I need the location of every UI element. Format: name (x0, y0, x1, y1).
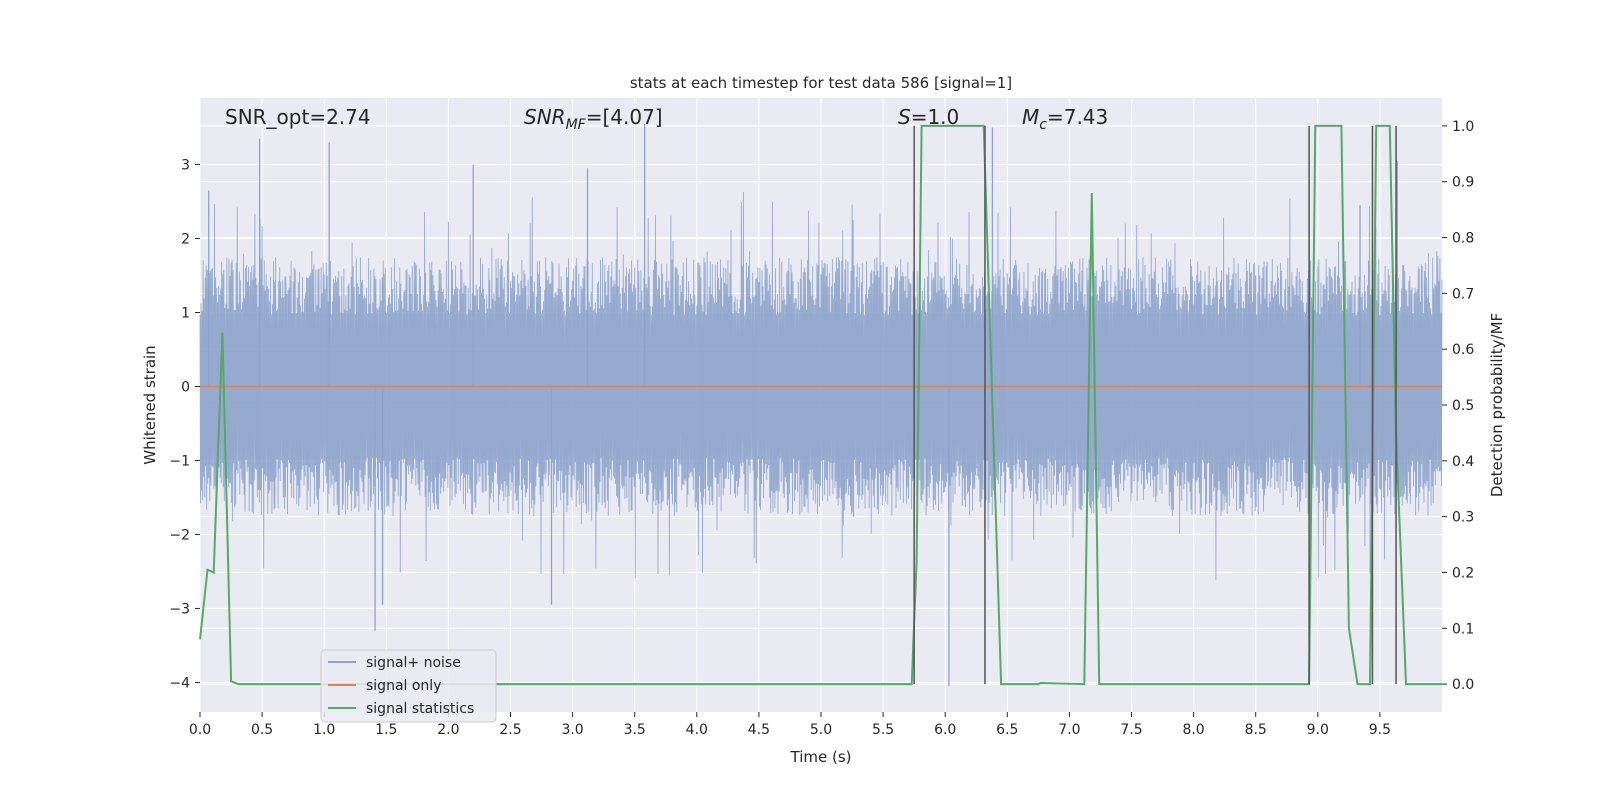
y-right-tick-label: 0.3 (1452, 510, 1474, 526)
x-tick-label: 6.0 (934, 722, 956, 738)
x-tick-label: 3.5 (624, 722, 646, 738)
x-tick-label: 4.0 (686, 722, 708, 738)
y-tick-label: −3 (169, 601, 190, 617)
y-right-tick-label: 1.0 (1452, 119, 1474, 135)
y-tick-label: −4 (169, 675, 190, 691)
x-tick-label: 0.5 (251, 722, 273, 738)
snr-opt-annotation: SNR_opt=2.74 (225, 105, 371, 129)
y-right-tick-label: 0.1 (1452, 621, 1474, 637)
y-right-tick-label: 0.2 (1452, 565, 1474, 581)
x-tick-label: 4.5 (748, 722, 770, 738)
chart-title: stats at each timestep for test data 586… (630, 74, 1012, 92)
y-tick-label: −1 (169, 453, 190, 469)
x-axis-label: Time (s) (790, 748, 852, 766)
y-tick-label: 0 (181, 380, 190, 396)
y-right-tick-label: 0.5 (1452, 398, 1474, 414)
x-tick-label: 2.5 (499, 722, 521, 738)
y-right-tick-label: 0.8 (1452, 231, 1474, 247)
y-tick-label: 1 (181, 306, 190, 322)
s-annotation: S=1.0 (898, 105, 959, 129)
x-tick-label: 9.0 (1307, 722, 1329, 738)
x-tick-label: 0.0 (189, 722, 211, 738)
x-tick-label: 1.5 (375, 722, 397, 738)
x-tick-label: 8.0 (1182, 722, 1204, 738)
x-tick-label: 7.5 (1120, 722, 1142, 738)
y-tick-label: 2 (181, 232, 190, 248)
legend: signal+ noise signal only signal statist… (321, 650, 496, 722)
y-right-tick-label: 0.0 (1452, 677, 1474, 693)
x-tick-label: 7.0 (1058, 722, 1080, 738)
x-tick-label: 1.0 (313, 722, 335, 738)
legend-label-signal-only: signal only (366, 678, 441, 694)
x-tick-label: 8.5 (1245, 722, 1267, 738)
y-tick-label: 3 (181, 158, 190, 174)
y-right-axis-label: Detection probability/MF (1488, 313, 1506, 497)
y-right-tick-label: 0.6 (1452, 342, 1474, 358)
y-right-tick-label: 0.9 (1452, 175, 1474, 191)
y-right-tick-label: 0.7 (1452, 286, 1474, 302)
y-axis-label: Whitened strain (141, 345, 159, 464)
legend-label-signal-statistics: signal statistics (366, 701, 474, 717)
legend-label-signal-noise: signal+ noise (366, 655, 461, 671)
x-tick-label: 9.5 (1369, 722, 1391, 738)
mc-annotation: Mc=7.43 (1022, 105, 1108, 133)
snr-mf-annotation: SNRMF=[4.07] (524, 105, 663, 133)
y-tick-label: −2 (169, 527, 190, 543)
x-tick-label: 5.0 (810, 722, 832, 738)
x-tick-label: 3.0 (561, 722, 583, 738)
x-tick-label: 2.0 (437, 722, 459, 738)
y-right-tick-label: 0.4 (1452, 454, 1474, 470)
x-tick-label: 6.5 (996, 722, 1018, 738)
x-tick-label: 5.5 (872, 722, 894, 738)
